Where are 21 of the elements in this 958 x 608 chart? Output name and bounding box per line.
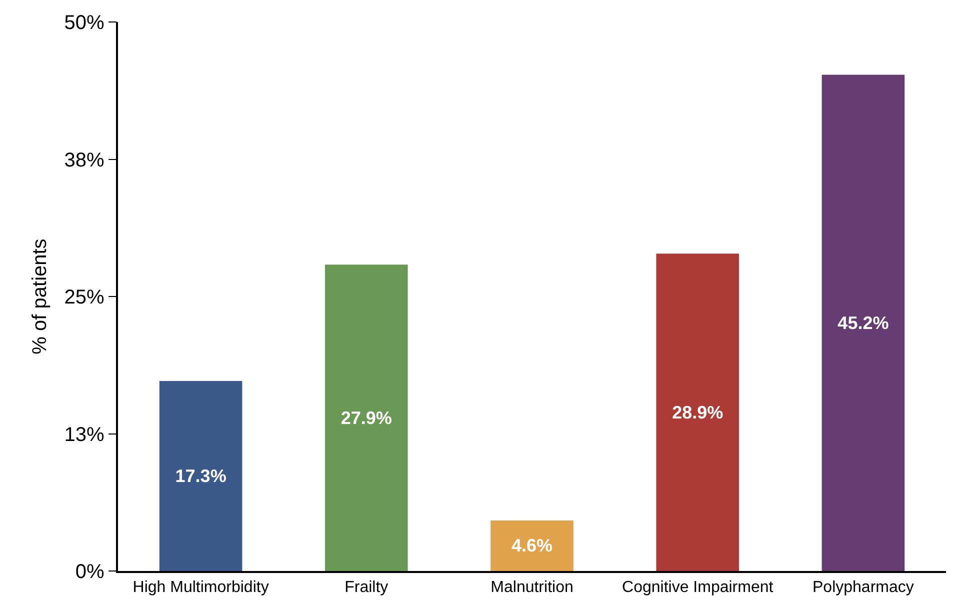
bar <box>490 520 574 571</box>
data-label: 45.2% <box>838 312 889 333</box>
bar <box>159 381 242 571</box>
y-axis-title: % of patients <box>29 238 52 354</box>
bar <box>325 264 408 571</box>
x-tick-label: Cognitive Impairment <box>622 578 774 596</box>
bar <box>822 74 905 571</box>
x-tick-label: Polypharmacy <box>812 578 914 596</box>
x-tick-label: High Multimorbidity <box>132 578 269 596</box>
data-label: 4.6% <box>511 536 553 556</box>
data-label: 17.3% <box>175 466 226 486</box>
data-label: 28.9% <box>672 402 724 422</box>
y-tick-label: 50% <box>64 12 104 34</box>
y-tick-label: 0% <box>75 561 104 583</box>
x-tick-label: Malnutrition <box>490 578 574 596</box>
y-tick-label: 13% <box>64 424 104 446</box>
data-label: 27.9% <box>340 408 392 428</box>
y-tick-label: 38% <box>64 149 104 172</box>
x-tick-label: Frailty <box>344 578 388 596</box>
y-tick-label: 25% <box>64 286 104 308</box>
bar <box>656 254 739 571</box>
